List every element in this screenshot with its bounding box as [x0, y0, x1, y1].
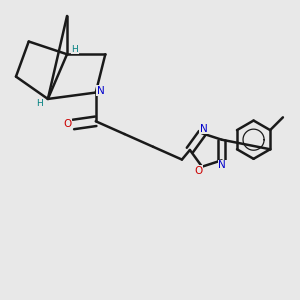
- Text: N: N: [97, 86, 104, 96]
- Text: H: H: [37, 99, 43, 108]
- Text: H: H: [72, 45, 78, 54]
- Text: O: O: [195, 166, 203, 176]
- Text: O: O: [63, 119, 71, 130]
- Text: N: N: [218, 160, 226, 170]
- Text: N: N: [200, 124, 208, 134]
